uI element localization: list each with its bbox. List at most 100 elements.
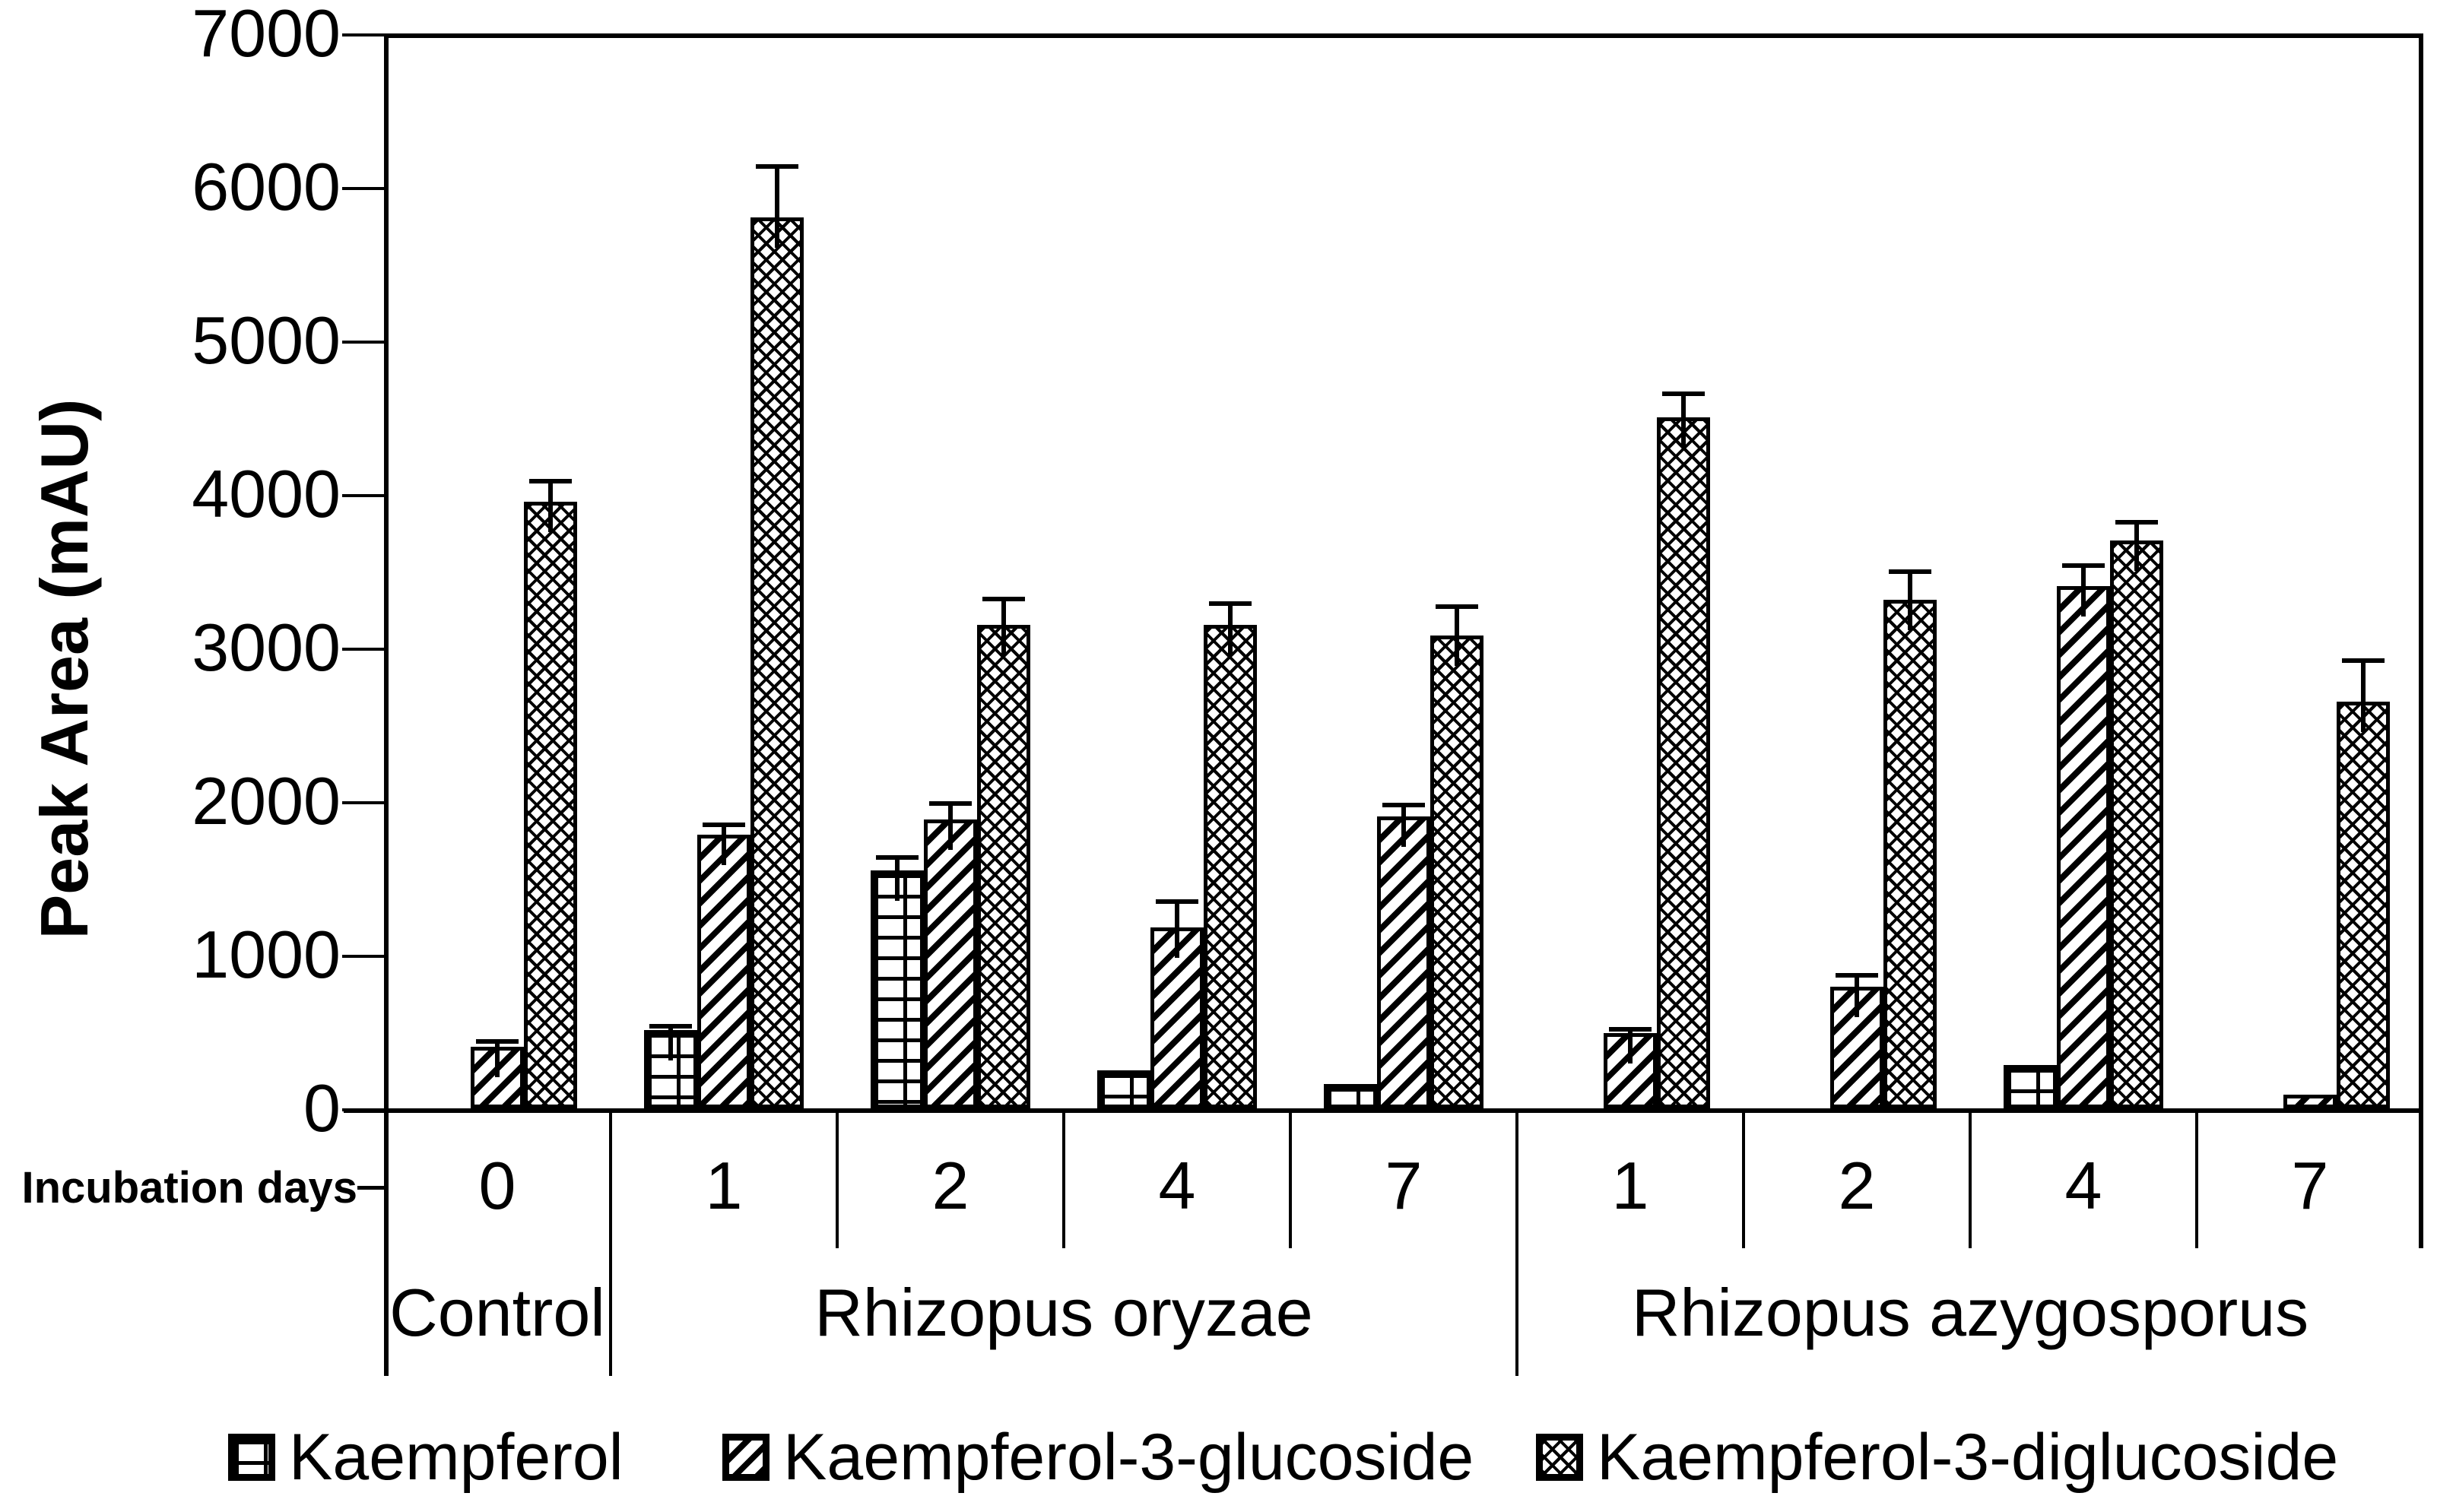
x-day-label: 2 (1838, 1148, 1876, 1223)
error-bar-line (1855, 973, 1859, 1018)
y-tick-mark (342, 494, 384, 497)
error-bar-cap (929, 801, 972, 806)
bar-kaempferol-3-diglucoside (524, 502, 577, 1108)
legend-item-diamond-crosshatch: Kaempferol-3-diglucoside (1536, 1423, 2338, 1491)
error-bar-cap (876, 854, 919, 860)
y-tick-label: 4000 (192, 456, 341, 531)
error-bar-cap (1836, 973, 1878, 978)
bar-kaempferol-3-diglucoside (977, 624, 1030, 1108)
error-bar-line (1175, 899, 1179, 958)
bar-kaempferol-3-diglucoside (2110, 540, 2163, 1108)
plot-right-border (2419, 33, 2423, 1248)
bar-kaempferol-3-glucoside (697, 835, 750, 1108)
y-tick-mark (342, 648, 384, 651)
error-bar-cap (529, 478, 572, 483)
bar-kaempferol-3-diglucoside (2337, 701, 2390, 1108)
x-group-label: Rhizopus azygosporus (1631, 1275, 2309, 1350)
y-tick-label: 5000 (192, 303, 341, 378)
error-bar-cap (756, 163, 798, 169)
error-bar-line (1001, 597, 1006, 655)
legend-item-diagonal-hatch: Kaempferol-3-glucoside (722, 1423, 1474, 1491)
bar-kaempferol (1097, 1070, 1150, 1108)
x-day-label: 0 (478, 1148, 516, 1223)
error-bar-cap (476, 1039, 519, 1044)
legend-label: Kaempferol-3-glucoside (783, 1421, 1474, 1494)
x-axis-row-label: Incubation days (21, 1163, 357, 1212)
error-bar-cap (982, 597, 1025, 602)
y-axis-title: Peak Area (mAU) (27, 398, 102, 940)
x-day-label: 1 (705, 1148, 743, 1223)
group-separator-line (1515, 1108, 1518, 1376)
error-bar-line (775, 163, 779, 249)
error-bar-cap (2342, 658, 2385, 664)
diagonal-hatch-swatch-icon (722, 1434, 769, 1481)
day-separator-line (836, 1108, 839, 1248)
diamond-crosshatch-swatch-icon (1536, 1434, 1583, 1481)
bar-kaempferol (2004, 1065, 2057, 1108)
bar-kaempferol-3-diglucoside (750, 217, 804, 1108)
x-day-label: 1 (1611, 1148, 1649, 1223)
y-tick-label: 6000 (192, 149, 341, 224)
day-separator-line (2195, 1108, 2198, 1248)
error-bar-line (1681, 391, 1686, 448)
day-separator-line (1742, 1108, 1745, 1248)
error-bar-line (948, 801, 953, 851)
error-bar-line (722, 823, 726, 866)
group-separator-line (609, 1108, 612, 1376)
day-separator-line (1062, 1108, 1065, 1248)
x-axis-baseline (344, 1108, 2423, 1113)
y-tick-label: 3000 (192, 610, 341, 685)
bar-kaempferol (871, 870, 924, 1108)
bar-kaempferol-3-diglucoside (1883, 600, 1937, 1108)
y-tick-mark (342, 341, 384, 344)
bar-kaempferol-3-glucoside (2057, 586, 2110, 1108)
error-bar-line (1228, 601, 1233, 655)
error-bar-cap (1156, 899, 1198, 905)
error-bar-line (2081, 563, 2086, 617)
brick-swatch-icon (228, 1434, 275, 1481)
bar-kaempferol-3-diglucoside (1657, 417, 1710, 1108)
bar-kaempferol (1324, 1083, 1377, 1108)
bar-kaempferol-3-glucoside (924, 819, 977, 1108)
y-tick-label: 0 (303, 1070, 341, 1146)
error-bar-line (2134, 520, 2139, 571)
error-bar-line (1908, 569, 1912, 631)
plot-top-border (384, 33, 2423, 38)
x-day-label: 7 (1385, 1148, 1423, 1223)
bar-kaempferol-3-diglucoside (1430, 635, 1483, 1108)
y-tick-mark (342, 1108, 384, 1111)
error-bar-cap (1662, 391, 1705, 396)
legend-label: Kaempferol-3-diglucoside (1597, 1421, 2339, 1494)
error-bar-cap (1209, 601, 1252, 607)
y-tick-label: 1000 (192, 917, 341, 992)
error-bar-line (1401, 803, 1406, 848)
bar-kaempferol-3-glucoside (2283, 1094, 2337, 1108)
y-tick-label: 7000 (192, 0, 341, 71)
day-separator-line (1289, 1108, 1292, 1248)
y-axis-line (384, 33, 389, 1376)
error-bar-cap (1889, 569, 1931, 574)
error-bar-cap (649, 1023, 692, 1029)
error-bar-line (2361, 658, 2366, 732)
error-bar-line (895, 854, 900, 901)
error-bar-cap (1436, 604, 1478, 610)
x-day-label: 7 (2291, 1148, 2329, 1223)
y-tick-mark (342, 801, 384, 804)
incubation-days-tick (357, 1186, 384, 1190)
error-bar-cap (1382, 803, 1425, 808)
error-bar-line (548, 478, 553, 533)
error-bar-cap (2062, 563, 2105, 568)
legend-item-brick: Kaempferol (228, 1423, 624, 1491)
y-tick-label: 2000 (192, 763, 341, 838)
error-bar-line (1455, 604, 1459, 666)
day-separator-line (1969, 1108, 1972, 1248)
error-bar-line (495, 1039, 500, 1078)
error-bar-cap (703, 823, 745, 828)
x-group-label: Control (389, 1275, 605, 1350)
bar-kaempferol-3-glucoside (1377, 816, 1430, 1108)
error-bar-cap (2115, 520, 2158, 525)
bar-kaempferol-3-diglucoside (1204, 624, 1257, 1108)
error-bar-cap (1609, 1026, 1652, 1032)
y-tick-mark (342, 955, 384, 958)
